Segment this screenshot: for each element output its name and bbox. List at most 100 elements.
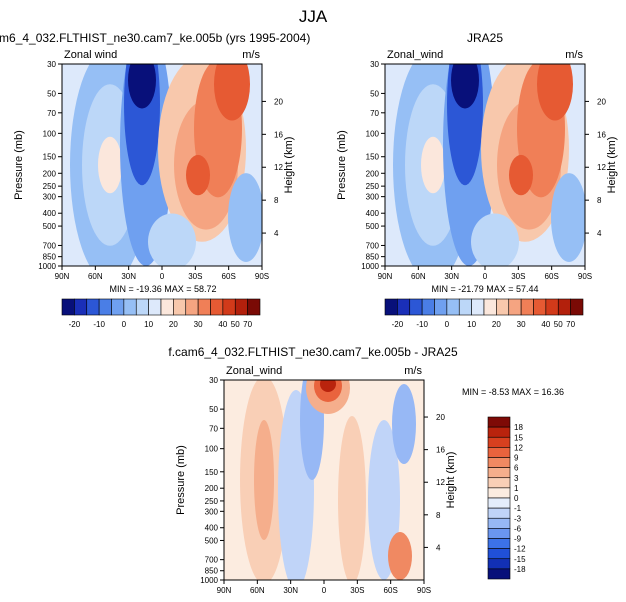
x-tick-label: 60S [384,586,398,595]
contour-band [148,213,196,266]
colorbar-swatch [570,298,584,316]
colorbar-label: 50 [554,320,563,329]
y-tick-label: 30 [209,376,218,385]
x-tick-label: 30N [444,272,459,281]
colorbar-swatch [61,298,75,316]
x-tick-label: 60S [222,272,236,281]
colorbar-swatch [123,298,137,316]
panel-title: JRA25 [467,31,503,45]
y-tick-label: 200 [366,169,380,178]
x-tick-label: 60N [88,272,103,281]
y-tick-label: 300 [205,507,219,516]
colorbar-label: -15 [514,555,526,564]
y-axis-title: Pressure (mb) [336,130,348,200]
colorbar-label: 40 [218,320,227,329]
x-tick-label: 60S [545,272,559,281]
colorbar-label: -3 [514,514,522,523]
y-tick-label: 700 [43,241,57,250]
x-tick-label: 90N [378,272,393,281]
panel-2: JRA25 Zonal_wind m/s 90N 60N 30N 0 30S 60S 90S 30 5… [336,31,618,329]
colorbar-swatch [487,467,511,479]
colorbar-label: 0 [122,320,127,329]
y-tick-label: 1000 [38,262,56,271]
contour-band [320,380,336,392]
y-tick-label: 70 [209,424,218,433]
y-tick-label: 850 [366,253,380,262]
height-tick-label: 16 [274,130,283,139]
y-tick-label: 200 [205,484,219,493]
height-tick-label: 20 [436,413,445,422]
x-tick-label: 30S [350,586,364,595]
colorbar-swatch [135,298,149,316]
colorbar-swatch [397,298,411,316]
y-tick-label: 100 [366,129,380,138]
colorbar-swatch [487,538,511,549]
colorbar-label: 50 [231,320,240,329]
colorbar-swatch [458,298,472,316]
colorbar-swatch [557,298,571,316]
contour-band [451,64,479,109]
panel-title: f.cam6_4_032.FLTHIST_ne30.cam7_ke.005b -… [168,345,458,359]
height-tick-label: 4 [436,543,441,552]
colorbar-label: 18 [514,423,523,432]
colorbar-swatch [434,298,448,316]
colorbar-swatch [487,477,511,489]
colorbar-label: 9 [514,454,519,463]
y-tick-label: 50 [209,405,218,414]
y-tick-label: 100 [205,445,219,454]
colorbar-label: -20 [392,320,404,329]
left-label: Zonal_wind [226,365,282,377]
y-tick-label: 50 [370,89,379,98]
contour-band [214,64,250,121]
colorbar-label: -9 [514,535,522,544]
left-label: Zonal_wind [387,49,443,61]
colorbar-label: 6 [514,464,519,473]
y-tick-label: 50 [47,89,56,98]
colorbar-swatch [160,298,174,316]
y-tick-label: 500 [366,222,380,231]
right-axis-title: Height (km) [606,137,618,194]
colorbar-swatch [247,298,261,316]
height-tick-label: 12 [597,163,606,172]
colorbar-label: -10 [93,320,105,329]
y-tick-label: 300 [366,193,380,202]
colorbar-swatch [496,298,510,316]
colorbar-swatch [487,487,511,499]
height-tick-label: 16 [597,130,606,139]
height-tick-label: 8 [436,511,441,520]
units-label: m/s [404,365,422,377]
right-axis-title: Height (km) [445,452,457,509]
x-tick-label: 90N [55,272,70,281]
y-tick-label: 400 [205,524,219,533]
y-tick-label: 1000 [361,262,379,271]
colorbar-swatch [487,568,511,580]
colorbar-swatch [86,298,100,316]
colorbar-label: 10 [467,320,476,329]
colorbar-swatch [148,298,162,316]
colorbar-swatch [421,298,435,316]
colorbar-swatch [471,298,485,316]
colorbar-swatch [210,298,224,316]
contour-band [128,64,156,109]
x-tick-label: 30N [283,586,298,595]
colorbar-label: -18 [514,565,526,574]
y-axis-title: Pressure (mb) [175,445,187,515]
colorbar-swatch [508,298,522,316]
colorbar-swatch [98,298,112,316]
colorbar-label: -10 [416,320,428,329]
y-tick-label: 500 [43,222,57,231]
colorbar-swatch [545,298,559,316]
x-tick-label: 60N [250,586,265,595]
y-tick-label: 250 [205,497,219,506]
x-tick-label: 90S [578,272,592,281]
y-tick-label: 850 [205,567,219,576]
y-tick-label: 30 [370,60,379,69]
contour-band [551,173,585,262]
colorbar-label: 3 [514,474,519,483]
y-tick-label: 850 [43,253,57,262]
colorbar-swatch [234,298,248,316]
x-tick-label: 90S [417,586,431,595]
x-tick-label: 30S [188,272,202,281]
colorbar-swatch [384,298,398,316]
